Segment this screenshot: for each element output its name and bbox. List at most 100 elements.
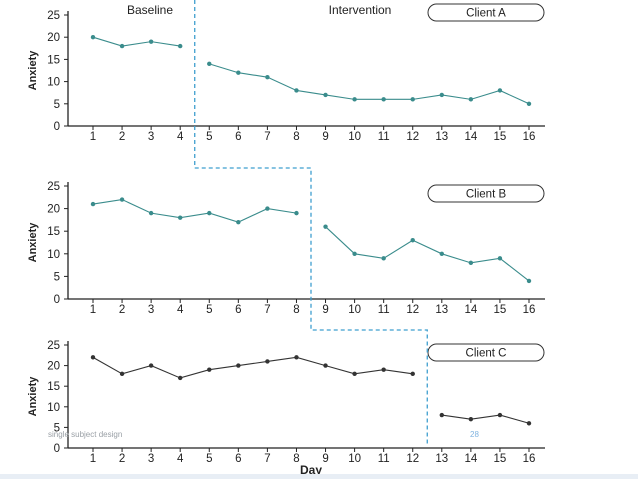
x-tick-label: 13 xyxy=(435,304,448,316)
baseline-point xyxy=(207,210,212,216)
intervention-line xyxy=(325,226,530,282)
x-tick-label: 5 xyxy=(206,304,212,316)
x-tick-label: 14 xyxy=(464,304,477,316)
client-label-box xyxy=(427,3,545,22)
baseline-point xyxy=(148,363,154,368)
phase-change-line xyxy=(194,0,428,446)
y-tick-label: 5 xyxy=(54,422,60,434)
intervention-point xyxy=(236,70,241,75)
x-tick-label: 16 xyxy=(523,453,536,465)
x-tick-label: 12 xyxy=(406,131,419,143)
y-tick-label: 10 xyxy=(47,77,60,89)
x-tick-label: 7 xyxy=(264,131,270,143)
baseline-point xyxy=(236,363,241,368)
y-tick-label: 15 xyxy=(47,226,60,238)
x-tick-label: 11 xyxy=(378,453,390,465)
y-axis-label: Anxiety xyxy=(27,222,39,263)
client-label: Client A xyxy=(466,8,506,20)
x-tick-label: 13 xyxy=(435,453,448,465)
baseline-point xyxy=(148,210,154,216)
x-axis-label: Day xyxy=(300,463,322,477)
intervention-point xyxy=(439,412,444,418)
y-tick-label: 5 xyxy=(54,271,60,283)
x-tick-label: 1 xyxy=(90,453,96,465)
x-tick-label: 5 xyxy=(206,131,212,143)
baseline-point xyxy=(265,206,270,211)
x-tick-label: 1 xyxy=(90,131,96,143)
intervention-point xyxy=(410,97,415,102)
intervention-point xyxy=(497,88,503,93)
intervention-point xyxy=(439,251,444,256)
x-tick-label: 7 xyxy=(264,453,270,465)
x-tick-label: 9 xyxy=(322,304,328,316)
y-axis-label: Anxiety xyxy=(27,50,39,91)
x-tick-label: 15 xyxy=(494,453,507,465)
x-tick-label: 8 xyxy=(293,453,299,465)
phase-label-baseline: Baseline xyxy=(127,3,173,17)
baseline-line xyxy=(92,356,413,379)
baseline-point xyxy=(119,197,125,202)
x-tick-label: 2 xyxy=(119,131,125,143)
x-tick-label: 12 xyxy=(406,304,419,316)
baseline-point xyxy=(178,375,183,381)
intervention-point xyxy=(497,412,503,418)
y-tick-label: 0 xyxy=(54,294,60,306)
intervention-line xyxy=(441,414,530,424)
y-tick-label: 5 xyxy=(54,99,60,111)
x-tick-label: 9 xyxy=(322,453,328,465)
intervention-point xyxy=(468,416,474,422)
intervention-point xyxy=(294,88,299,93)
x-tick-label: 8 xyxy=(293,304,299,316)
baseline-point xyxy=(178,215,183,220)
x-tick-label: 14 xyxy=(464,453,477,465)
slide-bottom-bar xyxy=(0,474,638,479)
footer-caption: single subject design xyxy=(48,430,123,439)
intervention-point xyxy=(207,61,212,67)
x-tick-label: 3 xyxy=(148,453,154,465)
baseline-point xyxy=(294,210,299,216)
x-tick-label: 12 xyxy=(406,453,419,465)
y-tick-label: 10 xyxy=(47,402,60,414)
y-tick-label: 20 xyxy=(47,32,60,44)
client-label-box xyxy=(427,184,545,203)
x-tick-label: 10 xyxy=(348,304,361,316)
x-tick-label: 1 xyxy=(90,304,96,316)
intervention-point xyxy=(468,260,474,266)
baseline-point xyxy=(294,355,299,360)
client-label-box xyxy=(427,343,545,362)
y-tick-label: 15 xyxy=(47,54,60,66)
intervention-point xyxy=(439,92,444,98)
client-label: Client C xyxy=(466,348,507,360)
x-tick-label: 10 xyxy=(348,453,361,465)
baseline-point xyxy=(207,367,212,372)
x-tick-label: 7 xyxy=(264,304,270,316)
x-tick-label: 8 xyxy=(293,131,299,143)
x-tick-label: 13 xyxy=(435,131,448,143)
intervention-point xyxy=(352,251,357,256)
x-tick-label: 6 xyxy=(235,131,241,143)
baseline-point xyxy=(410,371,415,377)
baseline-point xyxy=(178,43,183,49)
baseline-line xyxy=(92,36,181,47)
x-tick-label: 10 xyxy=(348,131,361,143)
intervention-point xyxy=(323,224,328,229)
x-tick-label: 3 xyxy=(148,304,154,316)
x-tick-label: 6 xyxy=(235,304,241,316)
baseline-point xyxy=(352,371,357,377)
client-label: Client B xyxy=(466,189,507,201)
intervention-point xyxy=(526,278,532,284)
x-tick-label: 15 xyxy=(494,304,507,316)
intervention-point xyxy=(381,256,386,261)
y-axis-label: Anxiety xyxy=(27,376,39,417)
y-tick-label: 15 xyxy=(47,381,60,393)
y-tick-label: 10 xyxy=(47,249,60,261)
x-tick-label: 16 xyxy=(523,304,536,316)
y-tick-label: 25 xyxy=(47,10,60,22)
x-tick-label: 16 xyxy=(523,131,536,143)
y-tick-label: 20 xyxy=(47,204,60,216)
phase-label-intervention: Intervention xyxy=(329,3,392,17)
intervention-point xyxy=(265,74,270,80)
